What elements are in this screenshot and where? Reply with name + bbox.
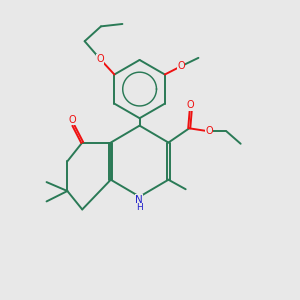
Text: O: O xyxy=(96,54,104,64)
Text: N: N xyxy=(135,195,143,205)
Text: H: H xyxy=(136,203,142,212)
Text: O: O xyxy=(177,61,185,71)
Text: O: O xyxy=(205,126,213,136)
Text: O: O xyxy=(187,100,194,110)
Text: O: O xyxy=(69,115,76,125)
